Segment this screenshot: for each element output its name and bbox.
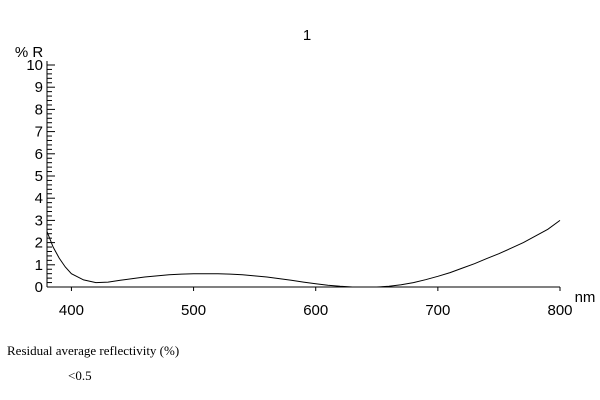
y-tick-label: 9	[35, 79, 43, 96]
chart-axes	[46, 61, 560, 288]
x-tick-label: 500	[181, 302, 206, 319]
y-axis-label: % R	[15, 44, 44, 61]
x-axis-label: nm	[575, 289, 596, 306]
y-tick-label: 5	[35, 168, 43, 185]
y-tick-label: 8	[35, 101, 43, 118]
x-tick-label: 400	[59, 302, 84, 319]
caption-label: Residual average reflectivity (%)	[7, 343, 180, 358]
y-tick-label: 3	[35, 212, 43, 229]
y-tick-label: 4	[35, 190, 43, 207]
y-axis-ticks: 0 1 2 3 4 5 6 7 8 9 10	[26, 57, 55, 296]
chart-title: 1	[303, 27, 311, 44]
series-line-1	[46, 219, 561, 288]
y-tick-label: 10	[26, 57, 43, 74]
x-tick-label: 600	[303, 302, 328, 319]
x-axis-ticks: 400 500 600 700 800	[59, 287, 573, 319]
y-tick-label: 0	[35, 279, 43, 296]
x-tick-label: 800	[547, 302, 572, 319]
y-tick-label: 2	[35, 235, 43, 252]
series-group	[46, 219, 561, 288]
x-tick-label: 700	[425, 302, 450, 319]
y-tick-label: 7	[35, 124, 43, 141]
caption-value: <0.5	[68, 368, 92, 383]
y-tick-label: 6	[35, 146, 43, 163]
y-tick-label: 1	[35, 257, 43, 274]
